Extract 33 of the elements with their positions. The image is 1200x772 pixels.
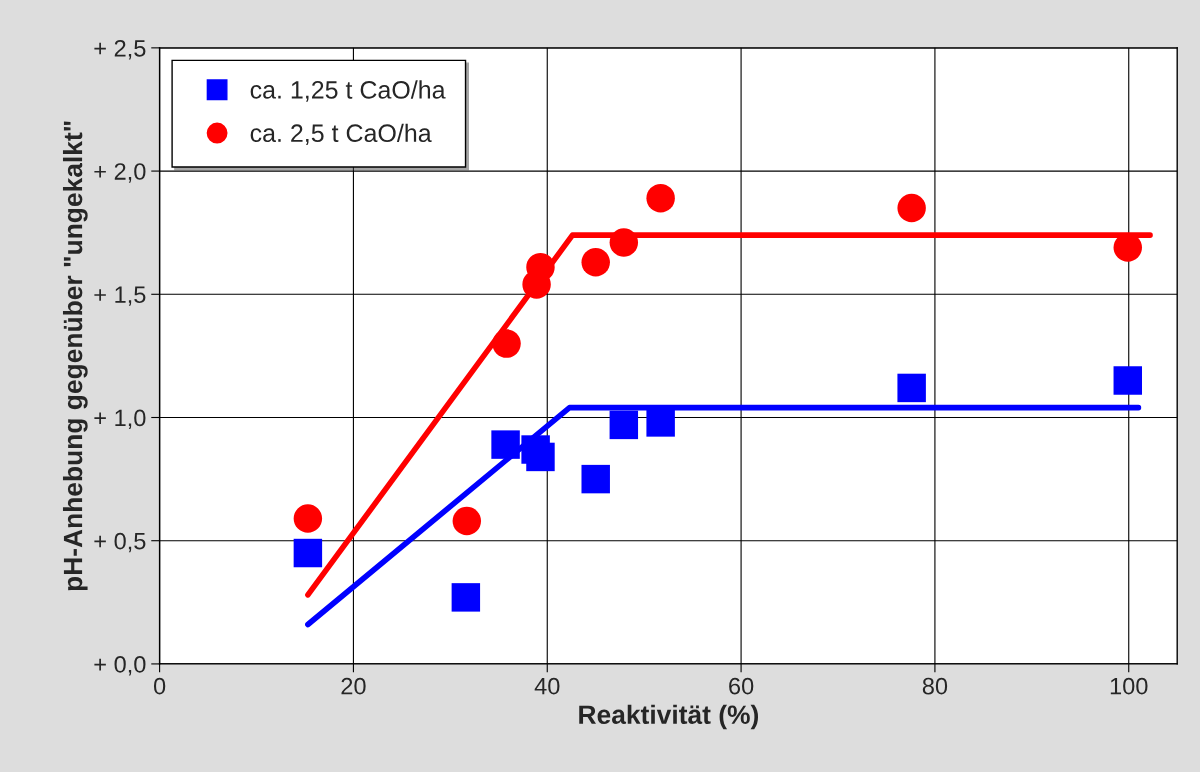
point	[526, 442, 555, 472]
point	[609, 228, 639, 257]
point	[897, 193, 926, 223]
point	[526, 252, 555, 282]
x-tick-label: 20	[341, 677, 366, 695]
x-tick-label: 100	[1110, 677, 1148, 695]
legend-label: ca. 1,25 t CaO/ha	[250, 80, 446, 102]
point	[451, 583, 481, 612]
x-tick-label: 60	[729, 677, 754, 695]
point	[646, 183, 675, 213]
point	[897, 373, 926, 403]
y-tick-label: + 1,5	[94, 286, 146, 306]
point	[293, 538, 323, 568]
point	[452, 506, 482, 536]
point	[1113, 366, 1143, 395]
y-tick-label: + 0,0	[94, 655, 146, 676]
y-tick-label: + 0,5	[94, 532, 146, 553]
point	[581, 248, 610, 277]
y-axis-title: pH-Anhebung gegenüber "ungekalkt"	[62, 121, 88, 591]
legend-label: ca. 2,5 t CaO/ha	[250, 123, 432, 145]
y-tick-label: + 1,0	[94, 409, 146, 430]
x-tick-label: 80	[922, 677, 948, 695]
x-tick-label: 0	[153, 677, 166, 695]
y-tick-label: + 2,0	[94, 163, 146, 183]
point	[609, 410, 639, 440]
point	[646, 408, 675, 437]
y-tick-label: + 2,5	[94, 39, 146, 60]
point	[293, 504, 323, 533]
point	[581, 464, 610, 494]
point	[491, 430, 520, 459]
x-axis-title: Reaktivität (%)	[579, 704, 759, 730]
x-tick-label: 40	[534, 677, 560, 695]
point	[492, 329, 521, 358]
